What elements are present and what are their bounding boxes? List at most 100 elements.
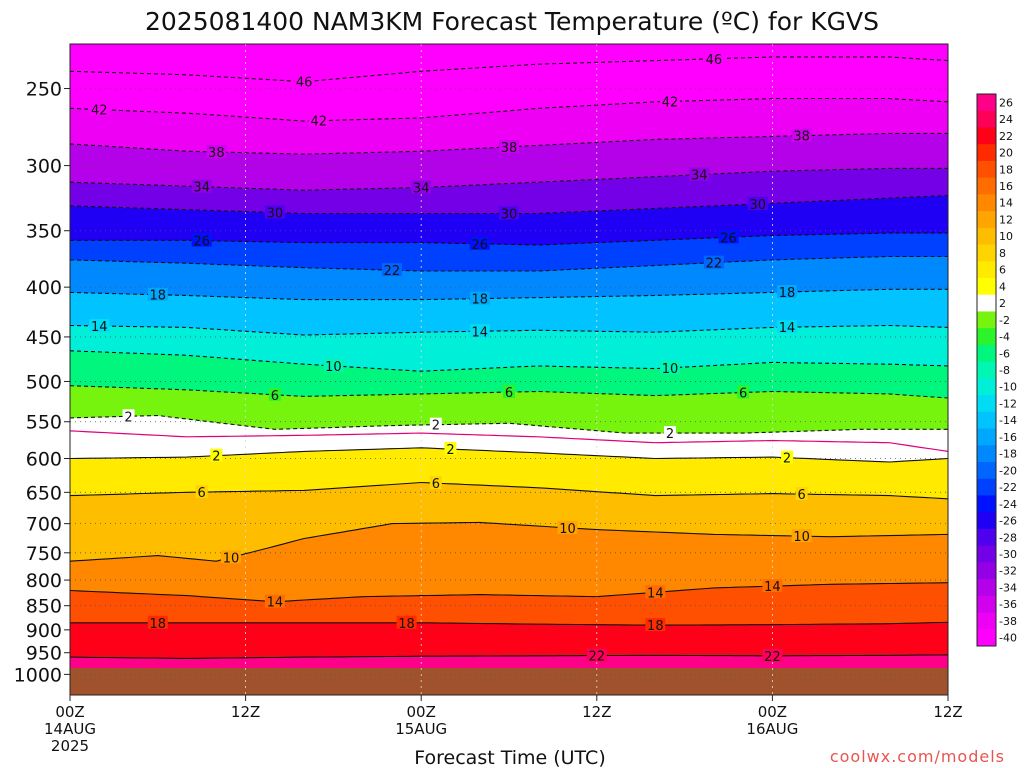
colorbar-swatch	[977, 194, 996, 212]
colorbar-tick-label: -8	[999, 364, 1010, 377]
contour-label-text: 30	[267, 207, 284, 222]
colorbar-swatch	[977, 144, 996, 162]
contour-label: 42	[659, 94, 680, 110]
contour-label: 42	[308, 113, 329, 130]
colorbar-tick-label: 2	[999, 297, 1006, 310]
contour-label-text: 22	[764, 650, 781, 665]
contour-label: 46	[294, 74, 315, 91]
contour-label-bg	[791, 529, 812, 543]
contour-label: 46	[703, 51, 724, 68]
contour-label-bg	[147, 615, 168, 629]
contour-label: 34	[191, 179, 212, 196]
contour-label-text: 6	[432, 477, 440, 492]
contour-line	[70, 232, 948, 246]
contour-label-bg	[323, 358, 344, 372]
contour-label-text: 26	[720, 231, 737, 246]
y-tick-label: 250	[26, 79, 62, 101]
colorbar-tick-label: -12	[999, 397, 1017, 410]
contour-label-text: 6	[198, 486, 206, 501]
contour-label: 34	[689, 167, 710, 184]
contour-label: 18	[645, 618, 666, 634]
colorbar-swatch	[977, 311, 996, 329]
x-axis-label: Forecast Time (UTC)	[414, 747, 605, 768]
colorbar-swatch	[977, 595, 996, 614]
contour-label-bg	[718, 230, 739, 244]
contour-label-text: 14	[91, 320, 108, 335]
contour-label: 6	[795, 487, 808, 503]
ground-fill	[70, 667, 948, 695]
colorbar-tick-label: 22	[999, 130, 1013, 143]
contour-label-bg	[444, 442, 457, 456]
contour-label-text: 14	[471, 325, 488, 340]
colorbar-tick-label: 8	[999, 247, 1006, 260]
colorbar-swatch	[977, 110, 996, 128]
contour-line	[70, 288, 948, 301]
contour-label-text: 2	[446, 443, 454, 458]
contour-label-bg	[557, 520, 578, 534]
contour-label-text: 6	[739, 387, 747, 402]
contour-label-text: 2	[432, 419, 440, 434]
contour-label-bg	[122, 409, 135, 423]
contour-label-text: 38	[208, 146, 225, 161]
colorbar-tick-label: 26	[999, 96, 1013, 109]
y-tick-label: 700	[26, 514, 62, 536]
x-tick-label: 12Z	[582, 703, 611, 721]
contour-label-bg	[147, 287, 168, 301]
contour-label-bg	[777, 285, 798, 299]
colorbar-swatch	[977, 361, 996, 379]
contour-label-text: 26	[193, 235, 210, 250]
contour-label-bg	[791, 128, 812, 142]
contour-label-bg	[308, 113, 329, 127]
colorbar-swatch	[977, 344, 996, 363]
contour-label-text: 30	[501, 207, 518, 222]
colorbar-swatch	[977, 512, 996, 530]
colorbar-swatch	[977, 562, 996, 580]
y-tick-label: 650	[26, 482, 62, 504]
colorbar-swatch	[977, 428, 996, 446]
x-tick-label: 00Z	[758, 703, 787, 721]
colorbar-tick-label: -26	[999, 515, 1017, 528]
colorbar-swatch	[977, 411, 996, 430]
contour-label-bg	[206, 144, 227, 158]
contour-label-text: 18	[647, 619, 664, 634]
contour-label: 18	[469, 291, 490, 308]
contour-label: 26	[718, 230, 739, 246]
colorbar-tick-label: -22	[999, 481, 1017, 494]
contour-label-bg	[499, 206, 519, 220]
contour-label-text: 22	[384, 264, 401, 279]
credit-text: coolwx.com/models	[830, 747, 1005, 766]
colorbar-tick-label: 18	[999, 163, 1013, 176]
contour-label-text: 10	[662, 362, 679, 377]
y-tick-label: 400	[26, 277, 62, 299]
colorbar-tick-label: -2	[999, 314, 1010, 327]
contour-label-bg	[268, 387, 281, 401]
contour-label-text: 2	[783, 452, 791, 467]
colorbar-tick-label: -20	[999, 464, 1017, 477]
colorbar-tick-label: -14	[999, 414, 1017, 427]
contour-label-text: 18	[150, 617, 167, 632]
contour-label-bg	[747, 196, 768, 210]
contour-label-bg	[195, 485, 208, 499]
contour-label: 6	[429, 476, 442, 492]
contour-label-text: 26	[471, 238, 488, 253]
colorbar-frame	[976, 93, 997, 647]
contour-label-bg	[191, 233, 212, 247]
contour-label: 6	[503, 385, 515, 401]
contour-label-text: 14	[764, 580, 781, 595]
contour-label-text: 30	[749, 198, 766, 213]
contour-label-bg	[659, 360, 680, 374]
contour-label-bg	[645, 585, 666, 599]
contour-label: 18	[147, 287, 168, 304]
y-tick-label: 800	[26, 570, 62, 592]
contour-label-bg	[659, 94, 680, 108]
contour-label-bg	[663, 426, 676, 440]
y-tick-label: 1000	[14, 664, 62, 686]
contour-label: 10	[323, 358, 344, 375]
colorbar-tick-label: 24	[999, 113, 1013, 126]
contour-label-bg	[381, 263, 402, 277]
contour-label: 10	[659, 360, 680, 377]
contour-label-text: 10	[325, 360, 342, 375]
colorbar-swatch	[977, 127, 996, 145]
colorbar-swatch	[977, 545, 996, 563]
